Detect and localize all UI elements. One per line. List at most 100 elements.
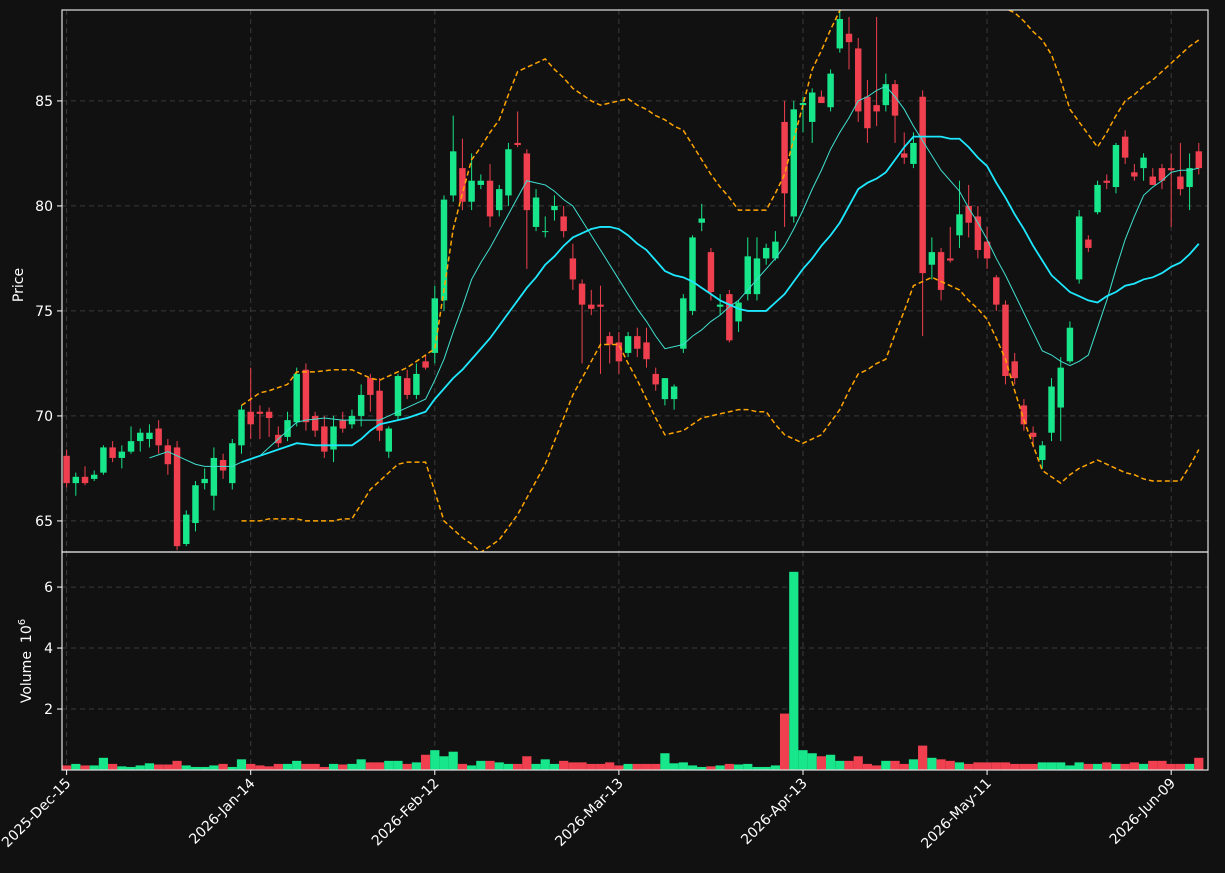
candle-body [882, 84, 890, 106]
volume-bar [816, 756, 826, 770]
volume-bar [835, 760, 845, 770]
volume-bar [743, 763, 753, 770]
volume-bar [540, 759, 550, 770]
volume-bar [135, 765, 145, 770]
volume-bar [991, 762, 1001, 770]
volume-bar [126, 766, 136, 770]
y-tick-label: 4 [44, 641, 53, 657]
y-tick-label: 70 [35, 409, 53, 425]
volume-bar [890, 760, 900, 770]
volume-bar [439, 756, 449, 770]
volume-bar [1000, 762, 1011, 770]
overlay-layer [149, 10, 1200, 552]
volume-bar [973, 762, 983, 770]
candle-body [947, 258, 954, 261]
candle-body [1029, 432, 1037, 437]
candle-body [90, 474, 98, 479]
volume-bar [614, 765, 624, 770]
candle-body [790, 109, 798, 217]
candle-body [238, 409, 245, 446]
volume-bar [936, 759, 946, 770]
volume-bar [384, 760, 394, 770]
candle-body [1075, 216, 1083, 280]
candle-body [403, 378, 411, 395]
candle-body [127, 441, 135, 452]
candle-body [357, 394, 365, 416]
candle-body [1039, 445, 1046, 461]
volume-bar [255, 765, 265, 770]
candle-body [845, 33, 853, 43]
volume-bar [1019, 763, 1029, 770]
volume-bar [660, 753, 670, 770]
volume-bar [411, 762, 421, 770]
candle-body [523, 153, 531, 211]
candle-body [72, 476, 80, 484]
volume-bar [328, 763, 339, 770]
candle-body [164, 445, 172, 465]
volume-bar [89, 765, 99, 770]
candle-body [330, 426, 337, 450]
candle-body [210, 457, 218, 496]
candle-body [560, 216, 567, 232]
candle-body [827, 73, 834, 108]
candle-body [367, 378, 374, 395]
candle-body [219, 460, 227, 471]
candle-body [578, 283, 586, 305]
volume-bar [181, 765, 191, 770]
volume-bar [476, 760, 486, 770]
candle-body [928, 252, 936, 265]
volume-bar [356, 759, 366, 770]
candle-body [836, 19, 844, 49]
candle-body [81, 476, 89, 484]
volume-bar [1037, 762, 1047, 770]
candle-body [597, 304, 604, 307]
candle-body [459, 168, 466, 202]
candle-body [293, 373, 300, 423]
candle-body [689, 237, 696, 311]
candle-body [606, 336, 613, 345]
candle-layer [63, 10, 1203, 551]
volume-bar [1194, 757, 1204, 770]
candle-body [440, 199, 448, 301]
candle-body [588, 304, 595, 309]
y-tick-label: 6 [44, 580, 53, 596]
candle-body [394, 376, 402, 416]
candle-body [486, 180, 494, 217]
volume-bar [770, 765, 780, 770]
candle-body [496, 189, 503, 211]
volume-bar [706, 766, 716, 770]
candle-body [652, 373, 659, 385]
volume-bar [641, 763, 652, 770]
volume-bar [1056, 762, 1066, 770]
candle-body [799, 103, 807, 106]
volume-bar [172, 760, 182, 770]
candle-body [146, 432, 153, 440]
volume-bar [1120, 763, 1130, 770]
candle-body [781, 121, 788, 194]
volume-bar [1175, 763, 1185, 770]
candle-body [321, 426, 328, 452]
volume-bar [1111, 763, 1121, 770]
candle-body [1002, 304, 1009, 377]
candle-body [680, 298, 687, 349]
candle-body [514, 142, 521, 146]
volume-bar [282, 763, 293, 770]
candle-body [854, 48, 862, 112]
candle-body [551, 205, 558, 211]
volume-bar [319, 766, 329, 770]
volume-bar [448, 751, 458, 770]
moving-average-line [149, 85, 1199, 467]
volume-bar [402, 763, 412, 770]
volume-bar [853, 756, 863, 770]
volume-bar [733, 764, 744, 770]
y-tick-label: 2 [44, 702, 53, 718]
candle-body [937, 252, 945, 290]
candle-body [109, 447, 116, 458]
candle-body [569, 258, 577, 280]
volume-scale-exponent: 6 [17, 619, 28, 625]
candle-body [1167, 168, 1175, 171]
volume-bar [1138, 763, 1149, 770]
volume-bar [669, 763, 679, 770]
candle-body [661, 378, 669, 400]
